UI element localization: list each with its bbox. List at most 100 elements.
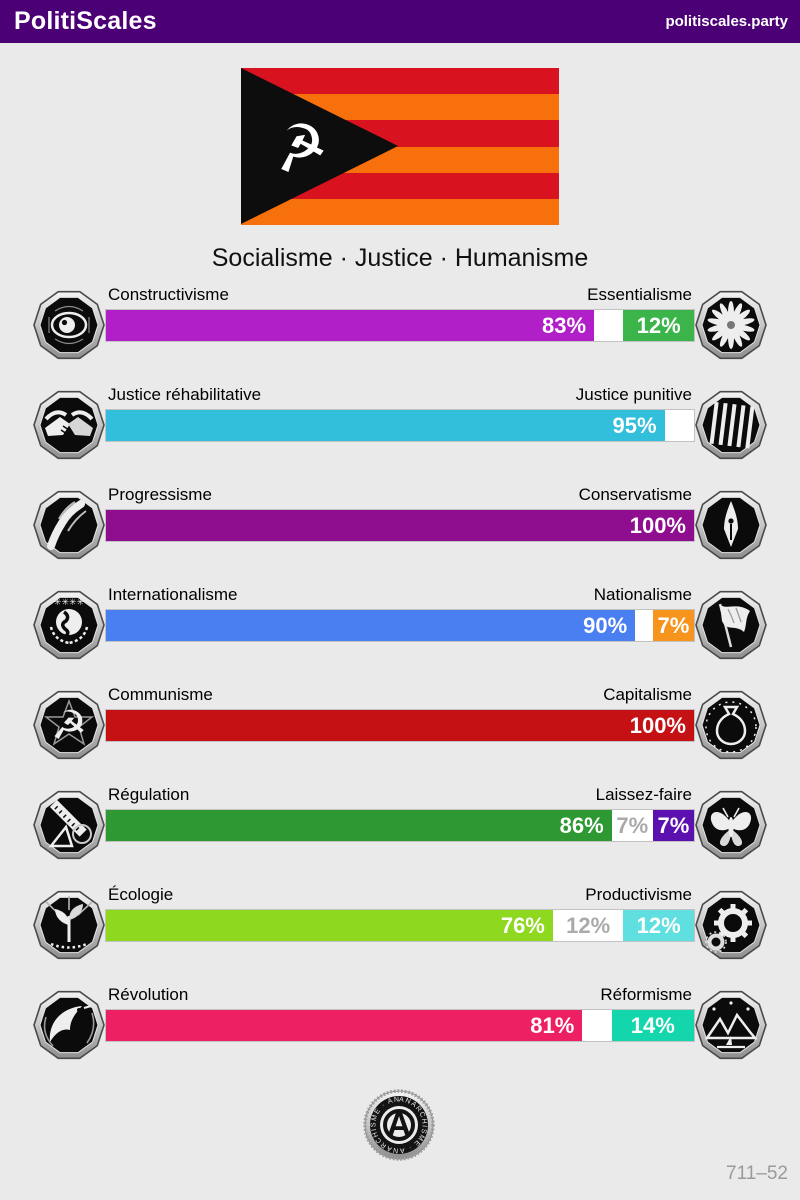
axis-right-segment: 12% [623,910,694,941]
axis-right-percent: 12% [636,313,681,338]
axis-left-segment: 95% [106,410,665,441]
axis-bar: 90% 7% [105,609,695,642]
axis-neutral-segment: 12% [552,910,624,941]
axis-right-segment: 14% [611,1010,694,1041]
axis-neutral-segment [582,1010,612,1041]
axis-row: Communisme Capitalisme 100% ☭ [0,685,800,763]
axis-left-percent: 100% [629,713,686,738]
axis-left-label: Justice réhabilitative [108,385,262,404]
axis-bar: 95% [105,409,695,442]
axis-labels: Révolution Réformisme [105,985,695,1005]
axis-left-label: Internationalisme [108,585,238,604]
axis-labels: Progressisme Conservatisme [105,485,695,505]
result-code: 711–52 [726,1163,788,1184]
axis-right-percent: 14% [630,1013,675,1038]
axis-row: Écologie Productivisme 76% 12% 12% [0,885,800,963]
axis-row: Régulation Laissez-faire 86% 7% 7% [0,785,800,863]
waving-flag-icon [695,589,767,661]
axis-left-segment: 76% [106,910,553,941]
axis-left-percent: 90% [583,613,628,638]
axis-bar: 86% 7% 7% [105,809,695,842]
anarchism-seal-icon: ANARCHISME · ANARCHISME · ANARCHISME ·A [358,1083,436,1162]
axis-left-label: Communisme [108,685,213,704]
butterfly-icon [695,789,767,861]
axis-left-percent: 86% [559,813,604,838]
money-bag-icon [695,689,767,761]
axis-row: Constructivisme Essentialisme 83% 12% [0,285,800,363]
axis-labels: Constructivisme Essentialisme [105,285,695,305]
axis-labels: Justice réhabilitative Justice punitive [105,385,695,405]
axis-row: Justice réhabilitative Justice punitive 95… [0,385,800,463]
axis-left-percent: 95% [612,413,657,438]
bird-icon [33,989,105,1061]
landscape-icon [695,989,767,1061]
flower-icon [695,289,767,361]
axis-right-segment: 7% [652,610,694,641]
axis-right-segment: 12% [623,310,694,341]
svg-text:☭: ☭ [51,703,87,749]
svg-text:A: A [387,1106,412,1144]
axis-right-label: Productivisme [585,885,692,904]
axis-bar: 83% 12% [105,309,695,342]
axis-left-segment: 86% [106,810,612,841]
axis-right-label: Justice punitive [575,385,692,404]
axis-labels: Écologie Productivisme [105,885,695,905]
axis-neutral-segment [635,610,653,641]
axis-bar: 100% [105,709,695,742]
axis-bar: 81% 14% [105,1009,695,1042]
axis-neutral-segment [594,310,624,341]
axis-left-segment: 83% [106,310,595,341]
svg-text:✳✳✳✳: ✳✳✳✳ [54,598,85,608]
axis-neutral-segment [664,410,694,441]
axis-left-label: Progressisme [108,485,212,504]
result-subtitle: Socialisme · Justice · Humanisme [211,244,589,272]
axis-left-label: Révolution [108,985,189,1004]
axis-bar: 100% [105,509,695,542]
prison-bars-icon [695,389,767,461]
axis-right-label: Essentialisme [587,285,692,304]
axis-labels: Communisme Capitalisme [105,685,695,705]
axis-labels: Internationalisme Nationalisme [105,585,695,605]
eye-icon [33,289,105,361]
axis-neutral-percent: 7% [616,813,649,838]
gear-icon [695,889,767,961]
app-title: PolitiScales [14,7,157,35]
header-bar: PolitiScales politiscales.party [0,0,800,43]
axis-neutral-segment: 7% [611,810,653,841]
axis-row: Progressisme Conservatisme 100% [0,485,800,563]
axis-bar: 76% 12% 12% [105,909,695,942]
axis-row: Internationalisme Nationalisme 90% 7% ✳✳✳✳ [0,585,800,663]
axis-left-label: Écologie [108,885,174,904]
flowing-hand-icon [33,489,105,561]
axis-left-percent: 100% [629,513,686,538]
hammer-sickle-icon: ☭ [33,689,105,761]
axis-left-percent: 83% [541,313,587,338]
axis-left-segment: 81% [106,1010,583,1041]
axis-neutral-percent: 12% [566,913,611,938]
pen-nib-icon [695,489,767,561]
flag-triangle [241,68,398,224]
axis-right-label: Nationalisme [593,585,692,604]
axis-left-segment: 90% [106,610,636,641]
axis-right-percent: 7% [657,613,690,638]
result-flag: ☭ [241,68,559,226]
axis-right-percent: 7% [657,813,690,838]
axis-right-percent: 12% [636,913,681,938]
axis-row: Révolution Réformisme 81% 14% [0,985,800,1063]
axis-labels: Régulation Laissez-faire [105,785,695,805]
axis-left-label: Régulation [108,785,190,804]
axis-left-percent: 76% [500,913,545,938]
axis-right-label: Capitalisme [603,685,692,704]
axis-left-segment: 100% [106,510,694,541]
globe-icon: ✳✳✳✳ [33,589,105,661]
axis-right-label: Conservatisme [578,485,692,504]
axis-left-percent: 81% [530,1013,575,1038]
axis-left-segment: 100% [106,710,694,741]
handshake-icon [33,389,105,461]
axis-right-segment: 7% [652,810,694,841]
axis-right-label: Réformisme [600,985,692,1004]
axis-left-label: Constructivisme [108,285,229,304]
axis-right-label: Laissez-faire [595,785,692,804]
site-label: politiscales.party [665,13,788,30]
